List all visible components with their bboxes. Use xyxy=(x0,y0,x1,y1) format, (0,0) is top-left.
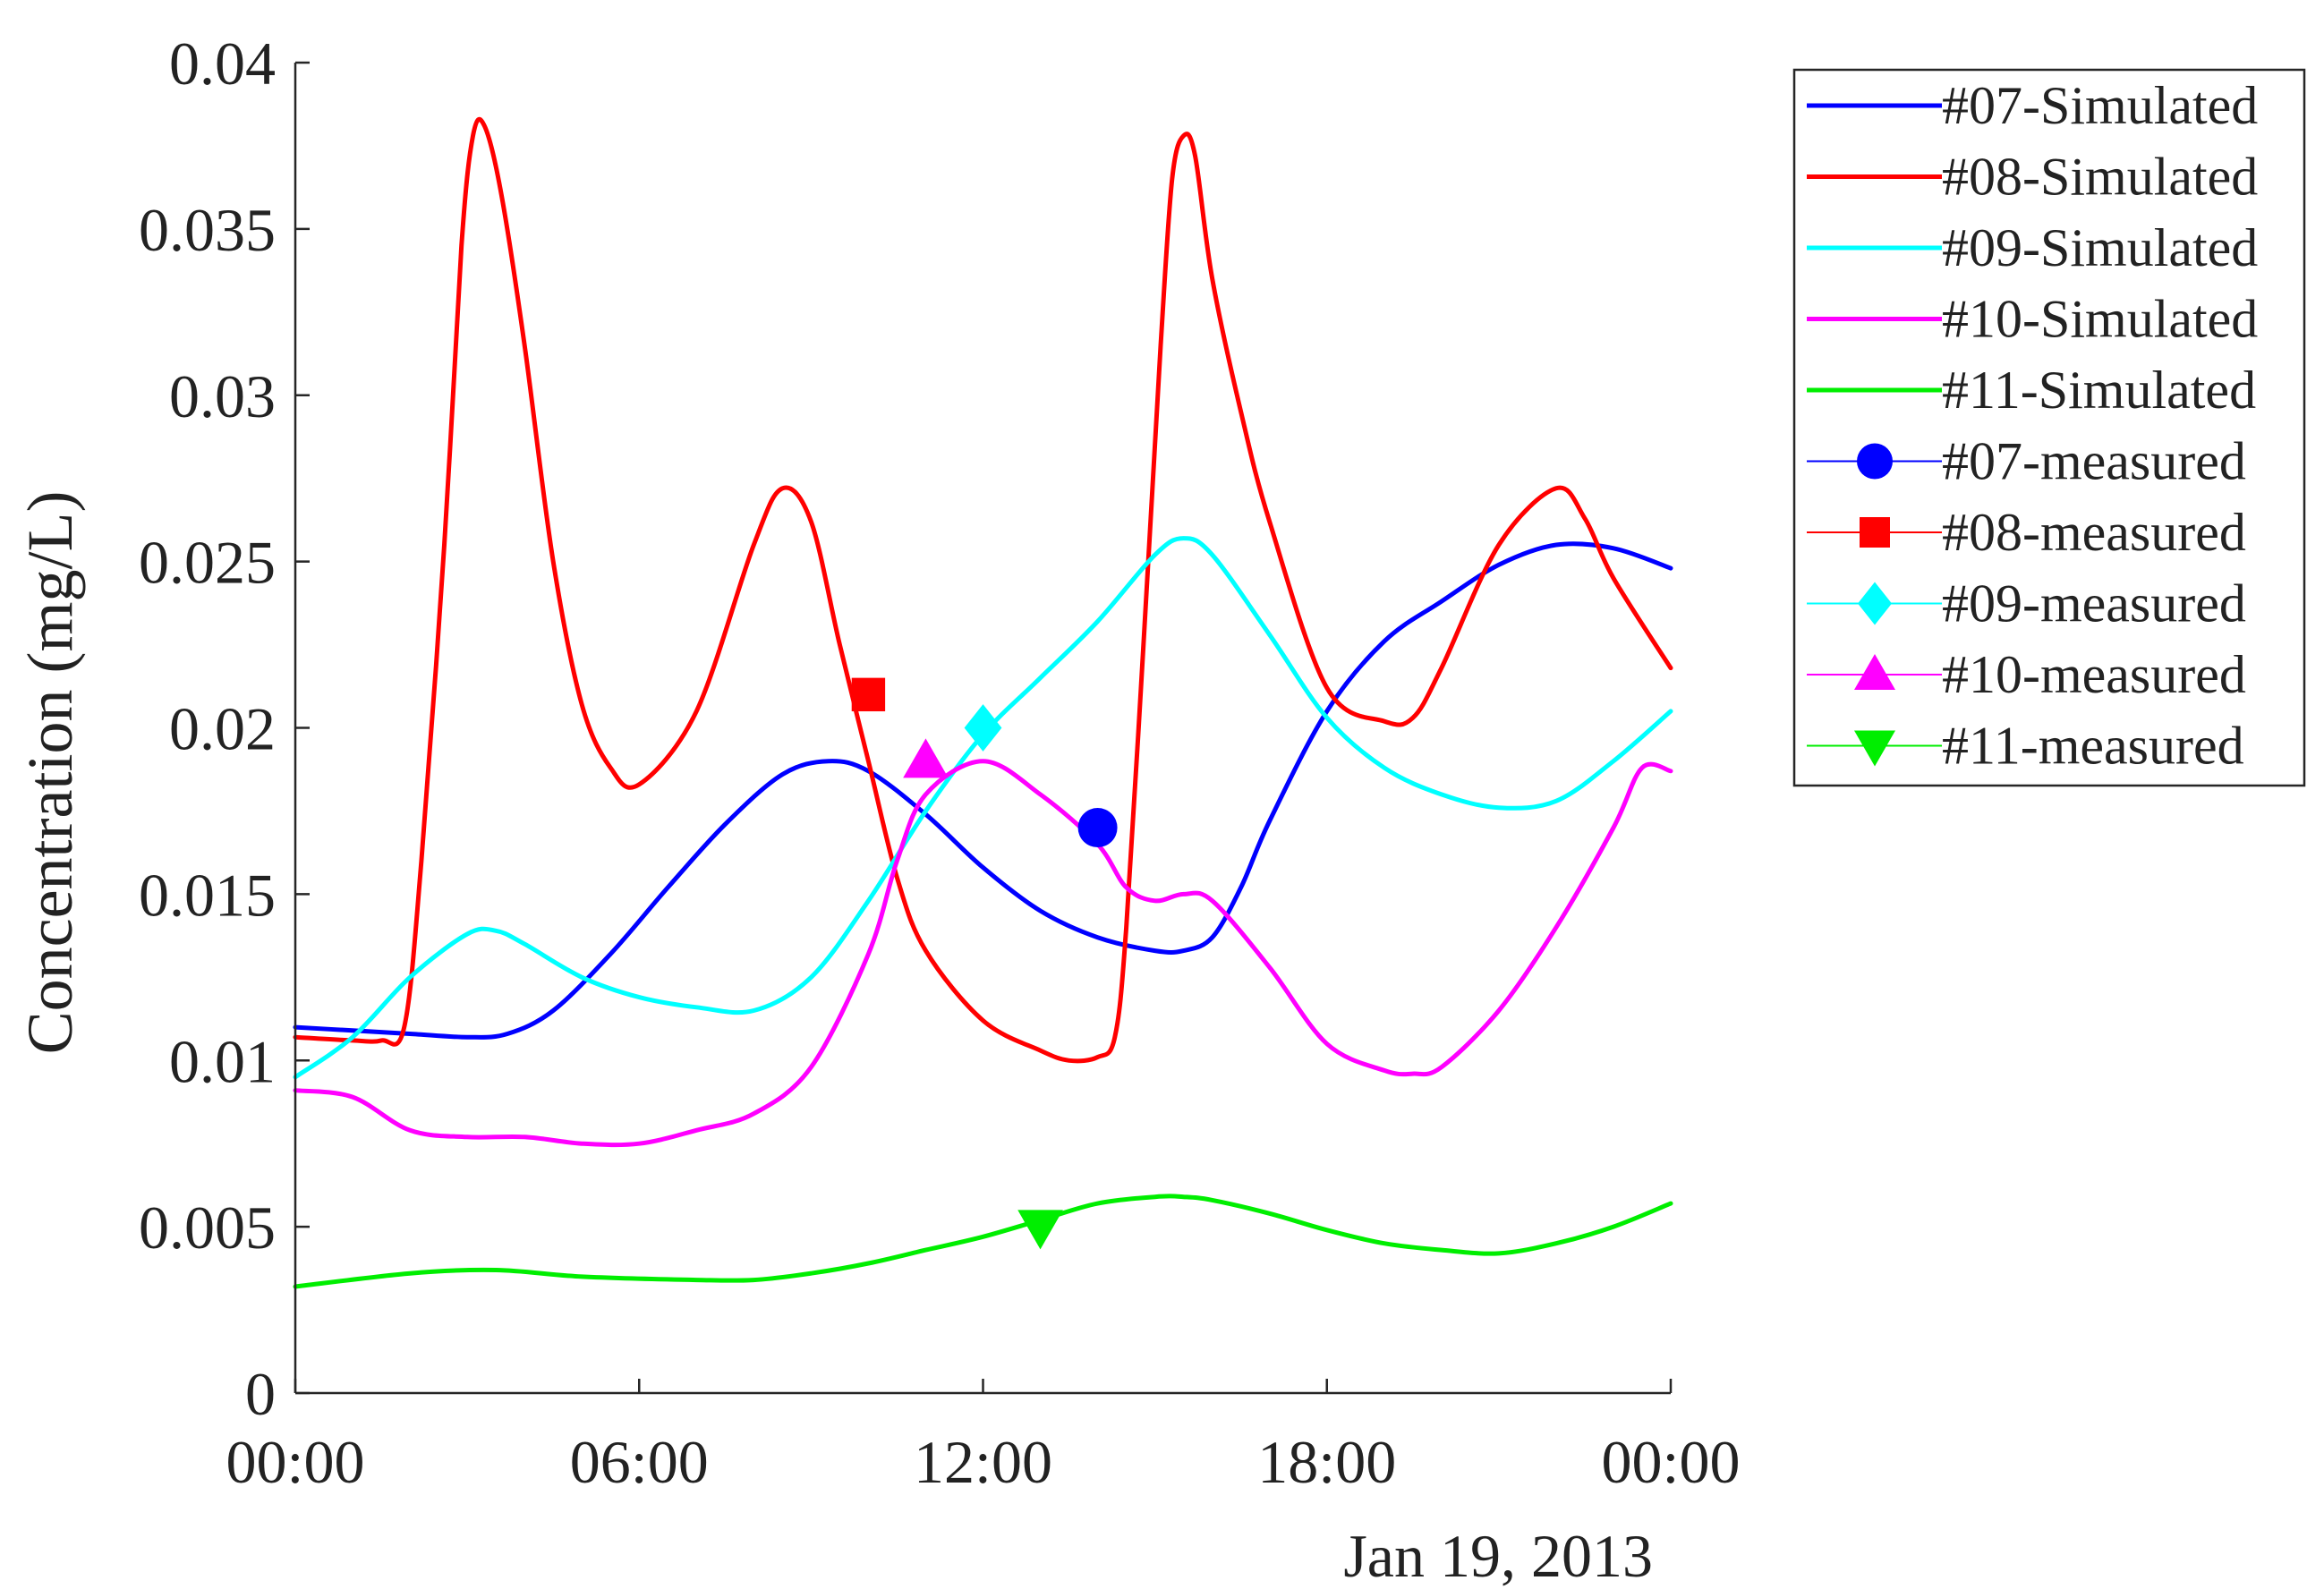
y-axis-label: Concentration (mg/L) xyxy=(14,491,86,1055)
legend-label: #07-measured xyxy=(1942,432,2246,491)
legend-marker xyxy=(1857,443,1893,480)
date-label: Jan 19, 2013 xyxy=(1343,1522,1653,1589)
legend-label: #08-Simulated xyxy=(1942,148,2258,207)
marker-layer xyxy=(851,677,1118,1250)
data-point-07-measured xyxy=(1077,808,1118,848)
legend-label: #09-measured xyxy=(1942,574,2246,633)
series-line-11-simulated xyxy=(293,1194,1673,1289)
legend-marker xyxy=(1858,582,1892,625)
legend-label: #10-Simulated xyxy=(1942,290,2258,349)
legend-item: #09-measured xyxy=(1807,574,2246,633)
x-tick-label: 12:00 xyxy=(914,1428,1052,1496)
legend-marker xyxy=(1854,730,1895,767)
legend-item: #09-Simulated xyxy=(1807,218,2258,277)
y-tick-label: 0.04 xyxy=(169,30,276,98)
x-tick-label: 06:00 xyxy=(570,1428,709,1496)
legend-label: #09-Simulated xyxy=(1942,218,2258,277)
legend-marker xyxy=(1854,654,1895,690)
y-tick-label: 0.03 xyxy=(169,362,276,430)
legend-label: #10-measured xyxy=(1942,645,2246,704)
data-point-08-measured xyxy=(851,677,886,712)
plot-area: 0 0.005 0.01 0.015 0.02 0.025 0.03 0.035 0.04 00:… xyxy=(139,30,1740,1496)
legend: #07-Simulated #08-Simulated #09-Simulated #… xyxy=(1792,68,2306,787)
y-tick-label: 0.015 xyxy=(139,861,276,929)
legend-item: #11-Simulated xyxy=(1807,361,2256,420)
data-point-10-measured xyxy=(903,738,949,778)
y-tick-label: 0 xyxy=(245,1360,276,1428)
y-tick-label: 0.01 xyxy=(169,1027,276,1095)
legend-item: #07-measured xyxy=(1807,432,2246,491)
legend-item: #10-Simulated xyxy=(1807,290,2258,349)
series-line-08-simulated xyxy=(293,116,1673,1064)
data-point-09-measured xyxy=(964,704,1002,752)
legend-label: #11-measured xyxy=(1942,717,2244,776)
y-tick-label: 0.02 xyxy=(169,695,276,763)
axes-layer: 0 0.005 0.01 0.015 0.02 0.025 0.03 0.035 0.04 00:… xyxy=(139,30,1740,1496)
data-point-11-measured xyxy=(1017,1210,1063,1250)
legend-item: #10-measured xyxy=(1807,645,2246,704)
legend-label: #08-measured xyxy=(1942,503,2246,562)
x-tick-label: 00:00 xyxy=(1602,1428,1741,1496)
y-tick-label: 0.025 xyxy=(139,529,276,597)
legend-item: #07-Simulated xyxy=(1807,76,2258,135)
x-tick-label: 18:00 xyxy=(1257,1428,1396,1496)
legend-label: #11-Simulated xyxy=(1942,361,2256,420)
legend-label: #07-Simulated xyxy=(1942,76,2258,135)
series-line-10-simulated xyxy=(293,759,1673,1148)
legend-item: #11-measured xyxy=(1807,717,2244,776)
y-tick-label: 0.005 xyxy=(139,1194,276,1262)
y-tick-label: 0.035 xyxy=(139,196,276,264)
legend-item: #08-Simulated xyxy=(1807,148,2258,207)
legend-item: #08-measured xyxy=(1807,503,2246,562)
x-tick-label: 00:00 xyxy=(226,1428,365,1496)
series-line-07-simulated xyxy=(293,541,1673,1040)
legend-marker xyxy=(1860,517,1890,548)
